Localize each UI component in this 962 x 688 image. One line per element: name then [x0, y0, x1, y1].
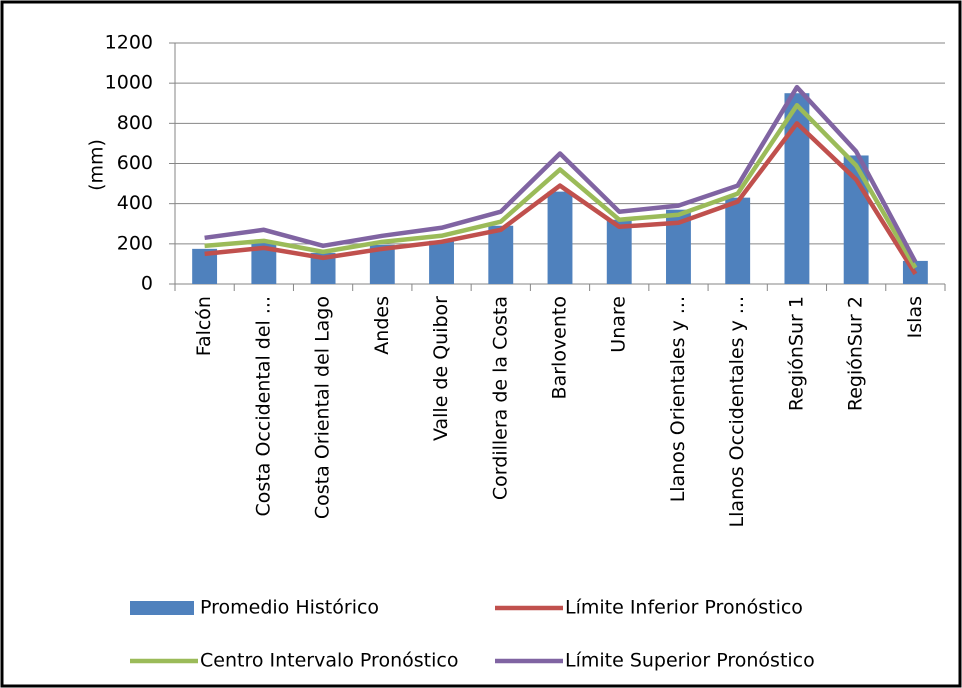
x-tick-label: RegiónSur 2: [845, 296, 867, 411]
x-tick-label: RegiónSur 1: [785, 296, 807, 411]
y-tick-label: 800: [117, 112, 153, 134]
x-tick-label: Andes: [371, 296, 393, 355]
y-axis-label: (mm): [86, 139, 108, 191]
legend-label: Límite Inferior Pronóstico: [565, 597, 803, 619]
legend-label: Límite Superior Pronóstico: [565, 650, 815, 672]
legend-label: Promedio Histórico: [200, 597, 379, 619]
x-tick-label: Llanos Occidentales y ...: [726, 296, 748, 527]
x-tick-label: Valle de Quibor: [430, 296, 452, 441]
line: [204, 121, 918, 276]
x-tick-label: Costa Occidental del ...: [252, 296, 274, 516]
x-tick-label: Cordillera de la Costa: [489, 296, 511, 500]
bar: [429, 240, 454, 284]
y-tick-label: 1000: [105, 72, 153, 94]
y-tick-label: 600: [117, 152, 153, 174]
x-tick-label: Falcón: [193, 296, 215, 356]
line: [204, 103, 918, 270]
bar: [725, 197, 751, 284]
y-tick-label: 0: [141, 273, 153, 295]
x-tick-label: Islas: [904, 296, 926, 338]
line: [204, 84, 918, 263]
x-tick-label: Llanos Orientales y ...: [667, 296, 689, 502]
bar: [488, 225, 514, 284]
bar: [843, 155, 869, 284]
x-tick-label: Costa Oriental del Lago: [312, 296, 334, 519]
legend-swatch: [130, 601, 194, 615]
bar: [547, 191, 573, 284]
y-tick-label: 200: [117, 232, 153, 254]
y-tick-label: 1200: [105, 32, 153, 54]
bar: [606, 219, 632, 284]
x-tick-label: Unare: [608, 296, 630, 353]
x-tick-label: Barlovento: [549, 296, 571, 399]
y-tick-label: 400: [117, 192, 153, 214]
legend-label: Centro Intervalo Pronóstico: [200, 650, 458, 672]
